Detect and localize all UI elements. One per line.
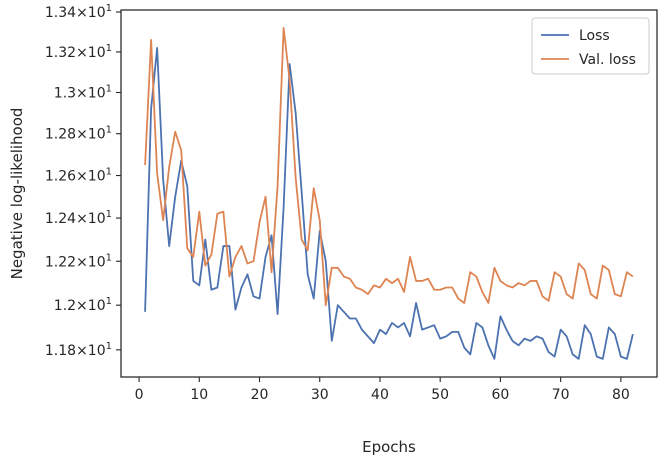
y-tick-label: 1.24×101 xyxy=(45,209,112,227)
y-tick-label: 1.28×101 xyxy=(45,125,112,143)
x-tick-label: 70 xyxy=(552,387,570,403)
y-axis: 1.18×101 1.2×101 1.22×101 1.24×101 1.26×101 1… xyxy=(45,3,121,359)
series-line-1 xyxy=(144,26,634,307)
y-tick-label: 1.18×101 xyxy=(45,341,112,359)
legend: Loss Val. loss xyxy=(531,17,650,75)
x-tick-label: 30 xyxy=(311,387,329,403)
plot-frame xyxy=(120,9,658,378)
y-tick-label: 1.2×101 xyxy=(54,296,112,314)
legend-box xyxy=(531,17,650,75)
x-tick-label: 50 xyxy=(431,387,449,403)
y-tick-label: 1.22×101 xyxy=(45,252,112,270)
legend-label-loss: Loss xyxy=(579,28,610,44)
y-axis-label: Negative log-likelihood xyxy=(8,108,26,280)
x-axis: 0 10 20 30 40 50 60 70 80 xyxy=(135,377,630,403)
x-axis-label: Epochs xyxy=(362,438,416,456)
x-tick-label: 10 xyxy=(190,387,208,403)
series-line-0 xyxy=(144,47,634,360)
x-tick-label: 80 xyxy=(612,387,630,403)
x-tick-label: 0 xyxy=(135,387,144,403)
series-layer xyxy=(144,26,634,360)
x-tick-label: 20 xyxy=(251,387,269,403)
legend-label-val-loss: Val. loss xyxy=(579,52,636,68)
y-tick-label: 1.26×101 xyxy=(45,167,112,185)
y-tick-label: 1.32×101 xyxy=(45,43,112,61)
x-tick-label: 60 xyxy=(492,387,510,403)
y-tick-label: 1.3×101 xyxy=(54,84,112,102)
y-tick-label: 1.34×101 xyxy=(45,3,112,21)
x-tick-label: 40 xyxy=(371,387,389,403)
